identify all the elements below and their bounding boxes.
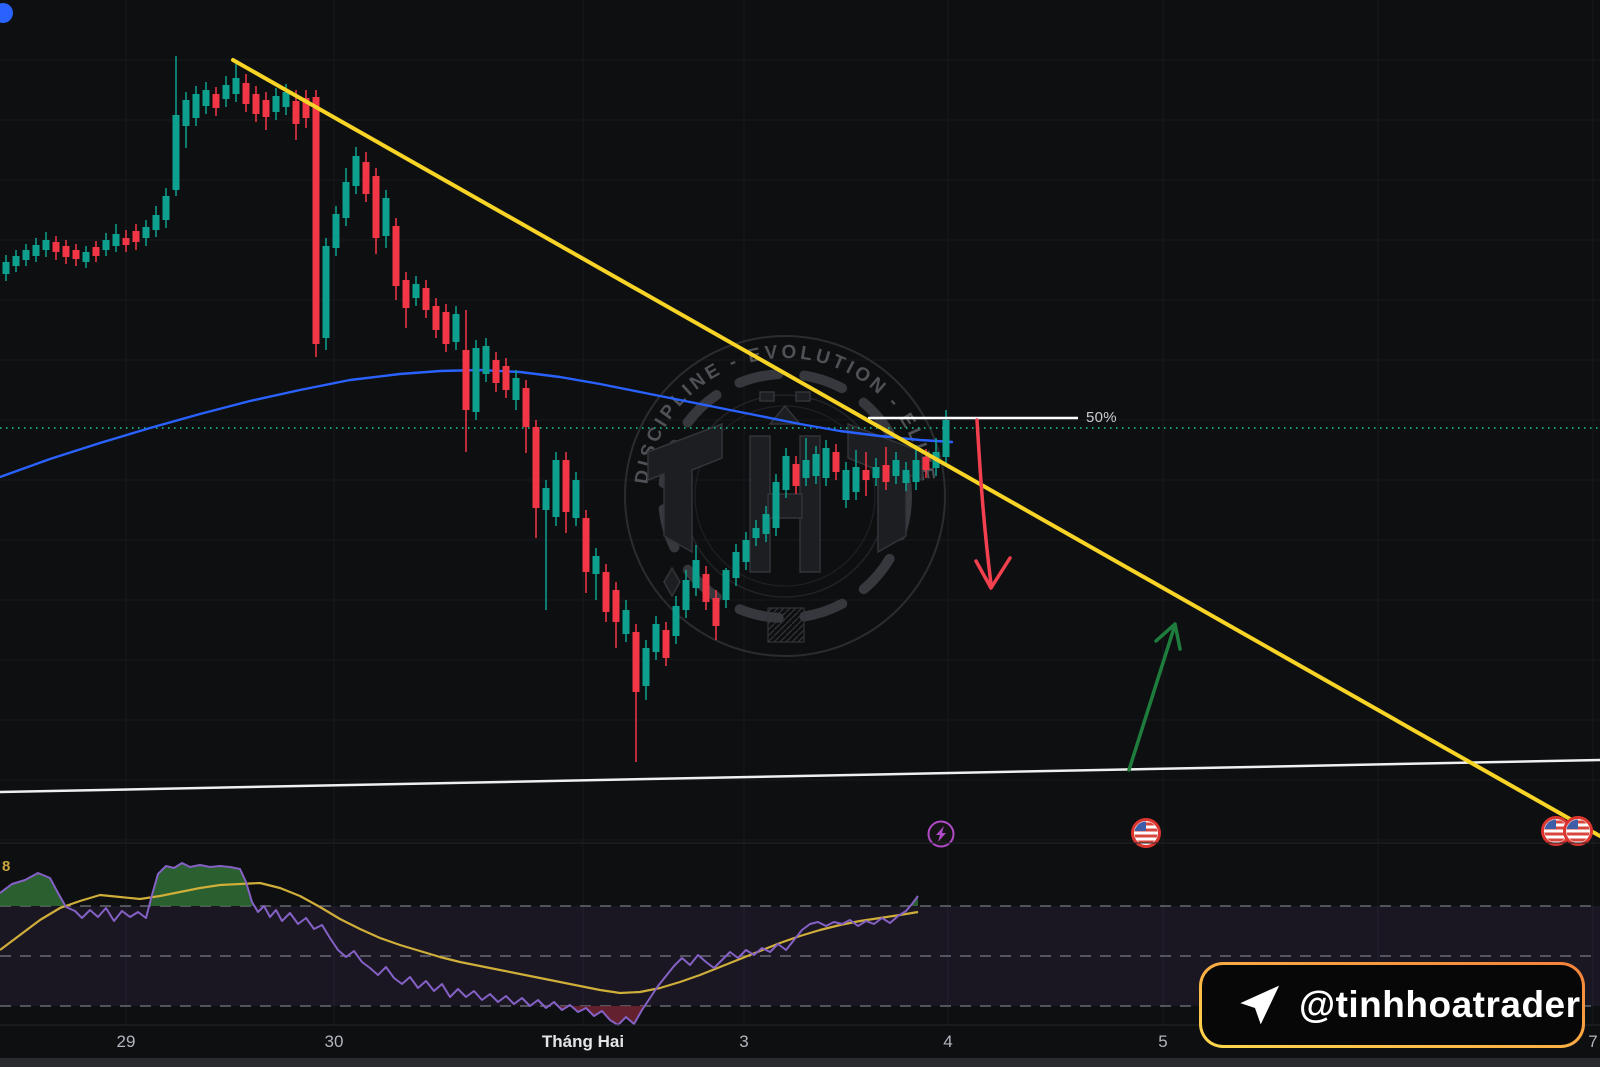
time-axis-label: 30 [324,1032,344,1051]
fib-50-label: 50% [1086,409,1117,426]
us-flag-event-icon[interactable] [1541,816,1571,846]
rsi-line [0,862,919,1026]
bottom-toolbar-strip [0,1058,1600,1067]
blue-ma-line [0,368,954,479]
candles-layer [2,56,950,762]
down-arrow-drawing[interactable] [974,418,1012,590]
time-axis-label: 7 [1588,1032,1598,1051]
time-axis[interactable]: 29 30 Tháng Hai 3 4 5 7 [0,1026,1600,1058]
telegram-badge: @tinhhoatrader [1199,962,1585,1048]
telegram-badge-inner: @tinhhoatrader [1202,965,1582,1045]
rsi-ma-line [0,881,919,995]
blue-dot [0,3,13,23]
up-arrow-drawing[interactable] [1127,622,1182,772]
time-axis-label: 29 [116,1032,136,1051]
gridlines [0,0,1600,1025]
time-axis-label: 4 [943,1032,953,1051]
lightning-event-icon[interactable] [927,820,955,848]
support-trendline[interactable] [0,758,1600,794]
time-axis-label: Tháng Hai [541,1032,625,1051]
telegram-handle: @tinhhoatrader [1299,984,1581,1025]
rsi-overbought-fill [0,863,918,906]
time-axis-label: 5 [1158,1032,1168,1051]
rsi-partial-value: 8 [2,858,11,875]
time-axis-label: 3 [739,1032,749,1051]
us-flag-event-icon[interactable] [1131,818,1161,848]
us-flag-event-icon[interactable] [1563,816,1593,846]
resistance-trendline[interactable] [231,58,1600,838]
send-icon [1240,985,1280,1025]
